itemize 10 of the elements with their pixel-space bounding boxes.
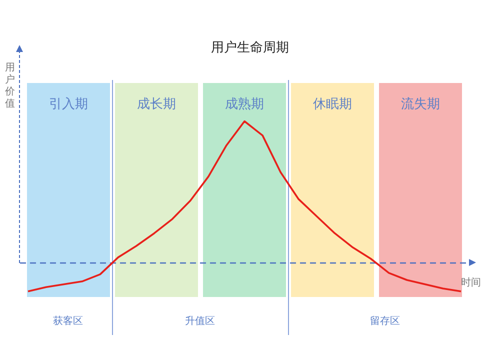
text: 引入期 [49,96,88,113]
text: 休眠期 [313,96,352,113]
text: 成长期 [137,96,176,113]
y-axis-title: 用户价值 [4,62,15,110]
text: 流失期 [401,96,440,113]
text: 留存区 [370,315,400,328]
chart-title: 用户生命周期 [211,40,289,56]
text: 成熟期 [225,96,264,113]
text: 升值区 [185,314,215,328]
text: 获客区 [53,314,83,328]
